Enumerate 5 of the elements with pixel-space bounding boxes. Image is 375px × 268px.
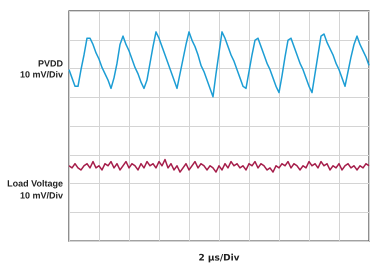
x-axis-title: 2 µs/Div: [198, 254, 240, 264]
text: 10 mV/Div: [20, 190, 63, 200]
text: 10 mV/Div: [20, 70, 63, 80]
series-label: Load Voltage: [7, 178, 63, 188]
series-label: PVDD: [38, 58, 64, 68]
